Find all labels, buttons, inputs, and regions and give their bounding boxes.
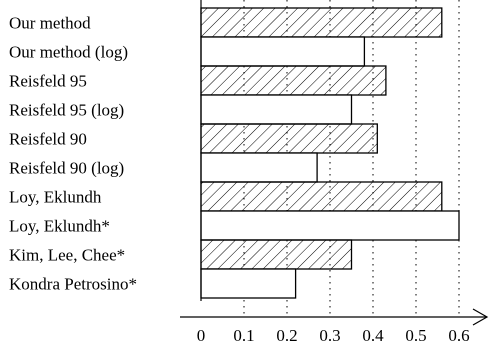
x-tick-label: 0.4 [362,326,384,345]
x-tick-label: 0.2 [276,326,297,345]
bar [200,123,378,154]
category-label: Reisfeld 95 (log) [9,101,124,120]
category-label: Reisfeld 90 [9,130,87,149]
bar [200,239,353,270]
x-tick-label: 0 [197,326,206,345]
category-labels: Our method Our method (log) Reisfeld 95 Rei… [9,14,137,294]
x-tick-label: 0.1 [233,326,254,345]
category-label: Loy, Eklundh* [9,217,110,236]
category-label: Reisfeld 95 [9,72,87,91]
category-label: Our method [9,14,91,33]
category-label: Our method (log) [9,43,128,62]
category-label: Kondra Petrosino* [9,275,137,294]
x-axis-arrow [472,308,489,326]
category-label: Reisfeld 90 (log) [9,159,124,178]
x-tick-label: 0.5 [405,326,426,345]
bars [200,7,460,299]
category-label: Kim, Lee, Chee* [9,246,125,265]
bar [200,7,443,38]
bar [200,152,318,183]
x-tick-label: 0.3 [319,326,340,345]
x-tick-label: 0.6 [448,326,469,345]
bar [200,181,443,212]
x-axis: 0 0.1 0.2 0.3 0.4 0.5 0.6 [180,0,489,345]
category-label: Loy, Eklundh [9,188,102,207]
bar [200,268,297,299]
bar [200,65,387,96]
bar [200,36,366,67]
bar [200,94,353,125]
bar [200,210,460,241]
